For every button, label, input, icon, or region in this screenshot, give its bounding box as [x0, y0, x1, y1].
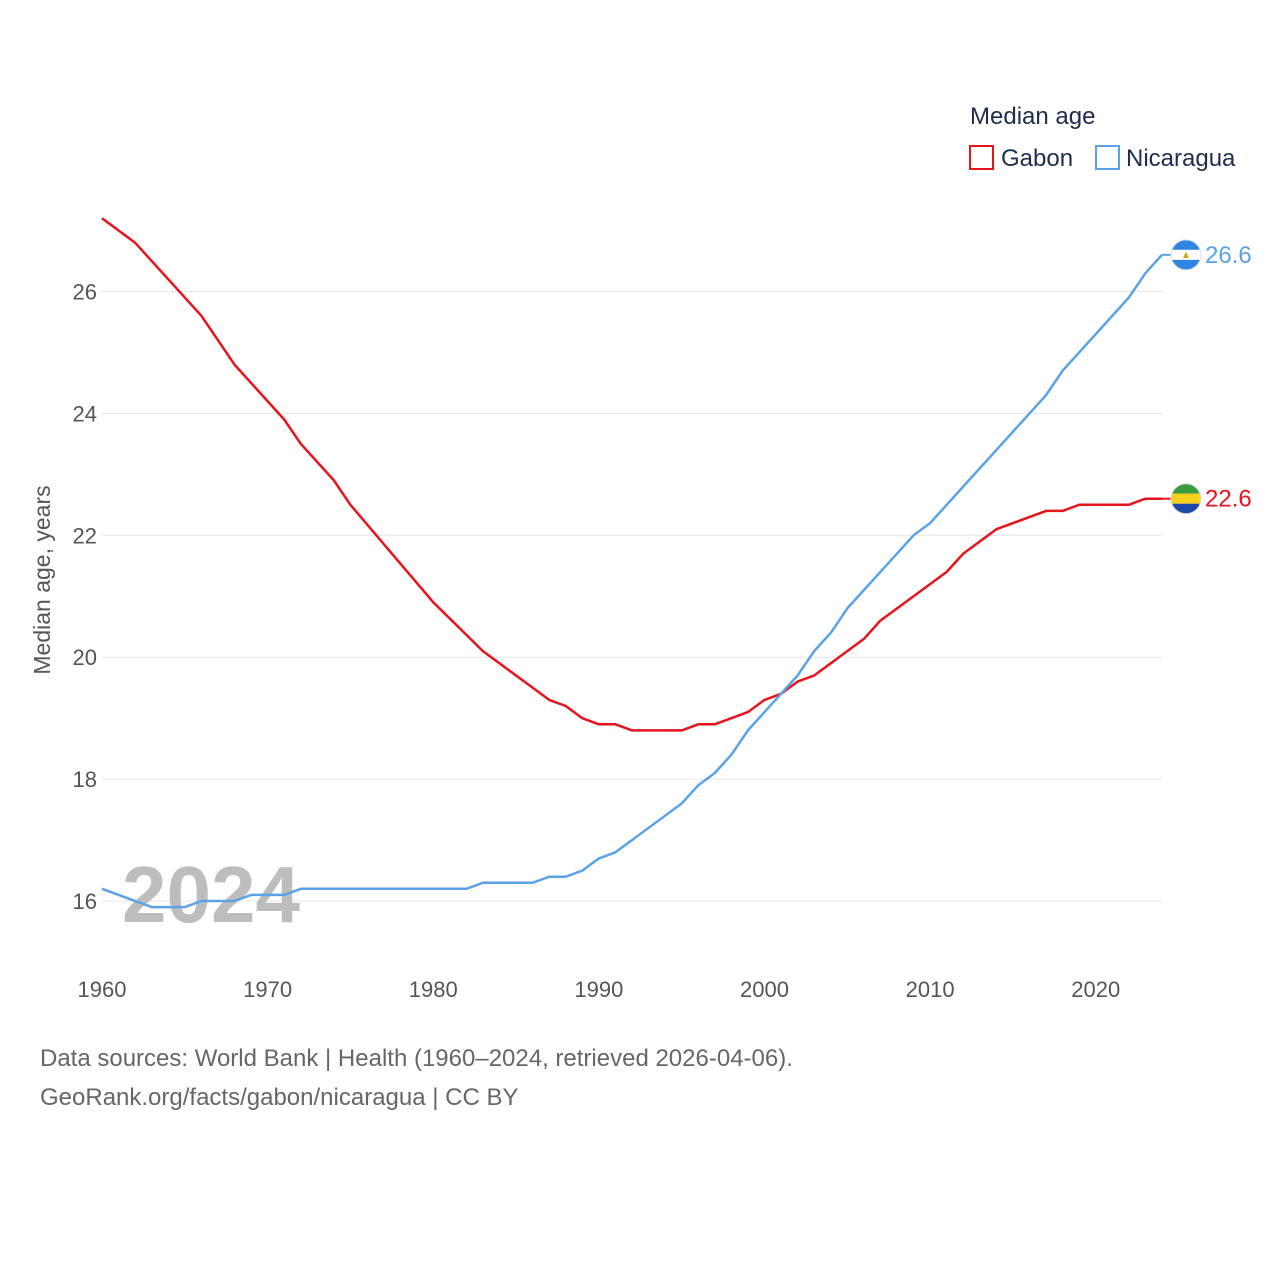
gabon-flag-icon — [1170, 483, 1202, 515]
legend-label-gabon: Gabon — [1001, 145, 1073, 172]
y-tick-label: 20 — [73, 645, 97, 670]
x-tick-label: 2000 — [740, 977, 789, 1002]
gridlines — [102, 290, 1162, 902]
series-line-gabon[interactable] — [101, 217, 1162, 732]
end-labels: 22.6 26.6 — [1162, 239, 1252, 515]
x-tick-label: 1980 — [409, 977, 458, 1002]
legend-swatch-nicaragua — [1095, 145, 1120, 170]
legend-swatch-gabon — [969, 145, 994, 170]
series-layer — [101, 217, 1163, 909]
legend-item-nicaragua[interactable]: Nicaragua — [1095, 145, 1236, 172]
y-tick-label: 26 — [73, 279, 97, 304]
y-axis-ticks: 16 18 20 22 24 26 — [73, 279, 97, 914]
data-sources-note: Data sources: World Bank | Health (1960–… — [40, 1045, 793, 1072]
x-tick-label: 1970 — [243, 977, 292, 1002]
y-tick-label: 18 — [73, 767, 97, 792]
legend-label-nicaragua: Nicaragua — [1126, 145, 1236, 172]
x-tick-label: 2010 — [906, 977, 955, 1002]
end-value-nicaragua: 26.6 — [1205, 242, 1252, 269]
x-axis-ticks: 1960 1970 1980 1990 2000 2010 2020 — [78, 977, 1121, 1002]
y-tick-label: 22 — [73, 523, 97, 548]
nicaragua-flag-icon — [1170, 239, 1202, 271]
end-value-gabon: 22.6 — [1205, 486, 1252, 513]
x-tick-label: 1990 — [574, 977, 623, 1002]
legend: Median age Gabon Nicaragua — [969, 103, 1236, 172]
credit-link[interactable]: GeoRank.org/facts/gabon/nicaragua | CC B… — [40, 1084, 519, 1111]
y-axis-title: Median age, years — [29, 485, 55, 674]
series-line-nicaragua[interactable] — [101, 254, 1163, 909]
y-tick-label: 24 — [73, 401, 97, 426]
x-tick-label: 2020 — [1071, 977, 1120, 1002]
y-tick-label: 16 — [73, 889, 97, 914]
x-tick-label: 1960 — [78, 977, 127, 1002]
legend-title: Median age — [970, 103, 1095, 130]
legend-item-gabon[interactable]: Gabon — [969, 145, 1073, 172]
